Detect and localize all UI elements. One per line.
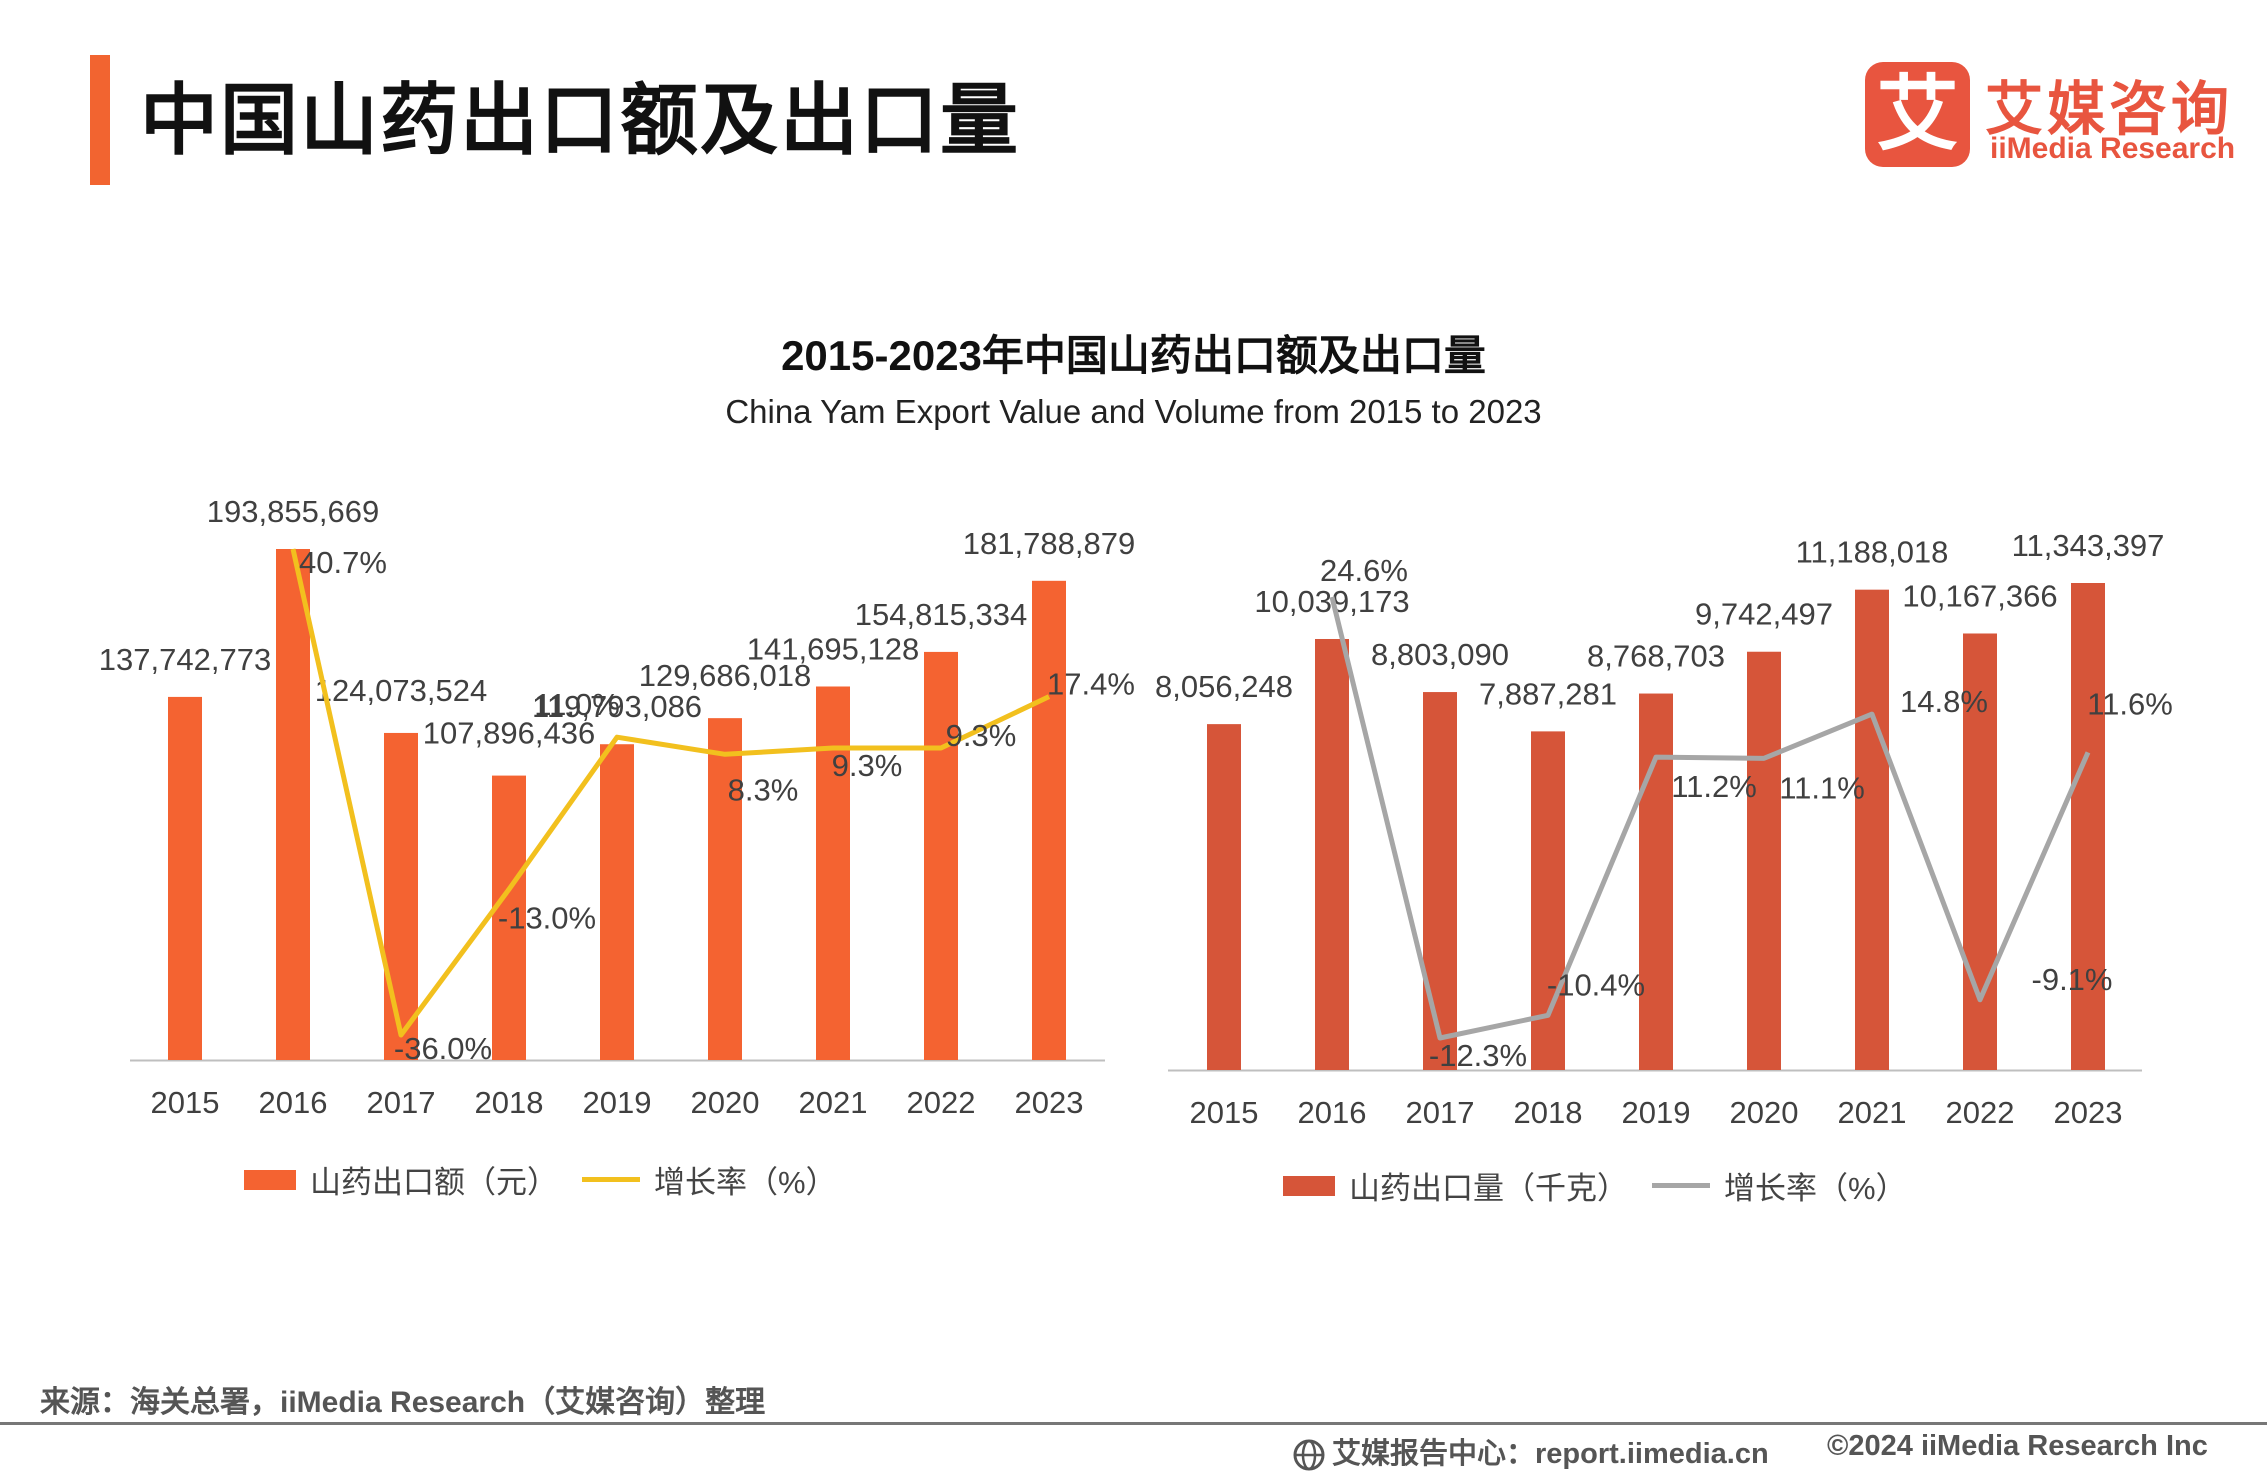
x-tick-label: 2019	[583, 1085, 652, 1120]
x-tick-label: 2020	[691, 1085, 760, 1120]
x-tick-label: 2018	[1514, 1095, 1583, 1130]
legend-line-label: 增长率（%）	[654, 1165, 837, 1200]
bar-2022	[924, 651, 958, 1060]
growth-rate-label: 14.8%	[1900, 684, 1988, 719]
globe-icon	[1293, 1439, 1325, 1471]
legend-line-label: 增长率（%）	[1724, 1171, 1907, 1206]
bar-2023	[1032, 580, 1066, 1060]
growth-rate-line	[1329, 596, 2091, 1041]
bar-2017	[384, 732, 418, 1060]
bar-2021	[816, 686, 850, 1060]
footer-report-center-text: 艾媒报告中心：report.iimedia.cn	[1332, 1438, 1769, 1470]
x-tick-label: 2015	[1190, 1095, 1259, 1130]
bar-2019	[600, 744, 634, 1060]
bar-value-label: 154,815,334	[855, 597, 1027, 632]
logo-english-name: iiMedia Research	[1990, 132, 2236, 165]
bar-2023	[2071, 583, 2105, 1070]
bar-value-label: 124,073,524	[315, 673, 487, 708]
bar-value-label: 11,188,018	[1796, 535, 1949, 570]
x-tick-label: 2023	[1015, 1085, 1084, 1120]
growth-rate-label: 11.0%	[534, 687, 620, 722]
bar-2016	[276, 549, 310, 1060]
legend-bar-swatch	[244, 1169, 296, 1190]
bar-value-label: 8,056,248	[1155, 669, 1293, 704]
legend-export-value: 山药出口额（元） 增长率（%）	[244, 1157, 837, 1202]
x-tick-label: 2018	[475, 1085, 544, 1120]
footer-report-center: 艾媒报告中心：report.iimedia.cn	[1292, 1430, 1769, 1472]
growth-rate-label: 9.3%	[832, 748, 903, 783]
x-tick-label: 2022	[907, 1085, 976, 1120]
growth-rate-label: 9.3%	[946, 718, 1017, 753]
x-tick-label: 2017	[367, 1085, 436, 1120]
x-tick-label: 2020	[1730, 1095, 1799, 1130]
growth-rate-label: 17.4%	[1047, 667, 1135, 702]
x-tick-label: 2021	[799, 1085, 868, 1120]
bar-value-label: 193,855,669	[207, 494, 379, 529]
growth-rate-label: 11.1%	[1779, 770, 1865, 805]
legend-bar-swatch	[1283, 1175, 1335, 1196]
bar-value-label: 107,896,436	[423, 716, 595, 751]
title-accent-bar	[90, 55, 110, 185]
bar-value-label: 9,742,497	[1695, 597, 1833, 632]
x-tick-label: 2023	[2054, 1095, 2123, 1130]
footer-copyright: ©2024 iiMedia Research Inc	[1827, 1430, 2208, 1462]
growth-rate-label: -10.4%	[1547, 967, 1645, 1002]
page-title: 中国山药出口额及出口量	[140, 76, 1021, 164]
legend-bar-label: 山药出口额（元）	[310, 1165, 558, 1200]
growth-rate-label: 24.6%	[1320, 553, 1408, 588]
growth-rate-label: -12.3%	[1429, 1038, 1527, 1073]
growth-rate-label: 11.6%	[2087, 686, 2173, 721]
growth-rate-label: 40.7%	[299, 545, 387, 580]
bar-value-label: 181,788,879	[963, 526, 1135, 561]
bar-value-label: 11,343,397	[2012, 528, 2165, 563]
bar-value-label: 119,793,086	[532, 689, 702, 724]
growth-rate-line	[290, 548, 1051, 1038]
x-tick-label: 2017	[1406, 1095, 1475, 1130]
growth-rate-label: 8.3%	[728, 772, 799, 807]
legend-export-volume: 山药出口量（千克） 增长率（%）	[1283, 1163, 1907, 1208]
bar-value-label: 137,742,773	[99, 642, 271, 677]
bar-2015	[168, 696, 202, 1060]
growth-rate-label: -9.1%	[2032, 962, 2113, 997]
x-tick-label: 2016	[259, 1085, 328, 1120]
chart-title: 2015-2023年中国山药出口额及出口量	[781, 332, 1486, 379]
bar-value-label: 129,686,018	[639, 658, 811, 693]
iimedia-logo-icon: 艾	[1865, 62, 1970, 167]
source-note: 来源：海关总署，iiMedia Research（艾媒咨询）整理	[40, 1386, 766, 1419]
x-tick-label: 2016	[1298, 1095, 1367, 1130]
growth-rate-label: -36.0%	[394, 1031, 492, 1066]
legend-line-swatch	[1652, 1183, 1710, 1188]
bar-2020	[708, 718, 742, 1060]
chart-subtitle: China Yam Export Value and Volume from 2…	[725, 393, 1542, 430]
growth-rate-label: -13.0%	[498, 900, 596, 935]
bar-value-label: 141,695,128	[747, 631, 919, 666]
legend-line-swatch	[582, 1177, 640, 1182]
bar-2017	[1423, 692, 1457, 1070]
x-tick-label: 2015	[151, 1085, 220, 1120]
bar-2019	[1639, 693, 1673, 1070]
x-tick-label: 2022	[1946, 1095, 2015, 1130]
bar-value-label: 7,887,281	[1479, 676, 1617, 711]
footer-divider	[0, 1422, 2267, 1425]
legend-bar-label: 山药出口量（千克）	[1349, 1171, 1628, 1206]
bar-2015	[1207, 724, 1241, 1070]
bar-value-label: 10,167,366	[1902, 578, 2057, 613]
bar-value-label: 8,803,090	[1371, 637, 1509, 672]
bar-value-label: 8,768,703	[1587, 639, 1725, 674]
bar-2016	[1315, 638, 1349, 1070]
bar-2020	[1747, 651, 1781, 1070]
bar-2021	[1855, 589, 1889, 1070]
growth-rate-label: 11.2%	[1671, 769, 1757, 804]
bar-2018	[492, 775, 526, 1060]
logo-chinese-name: 艾媒咨询	[1985, 77, 2234, 142]
x-tick-label: 2021	[1838, 1095, 1907, 1130]
x-tick-label: 2019	[1622, 1095, 1691, 1130]
